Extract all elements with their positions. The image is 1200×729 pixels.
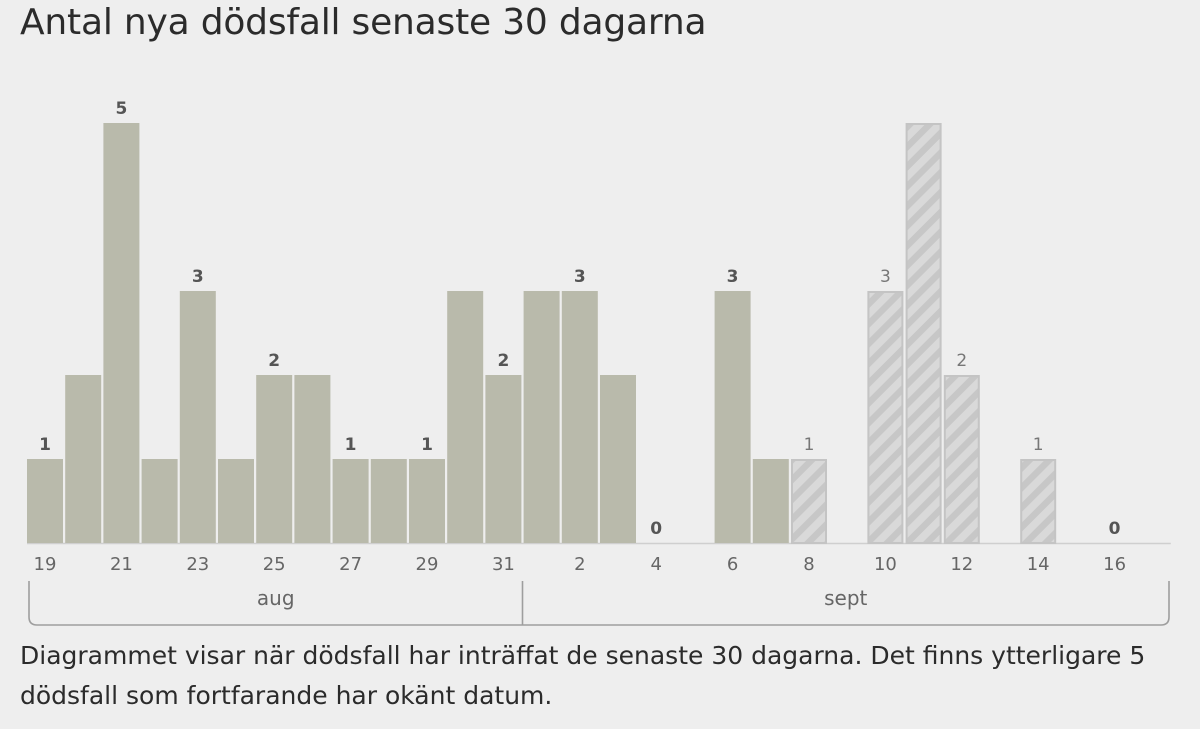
bar-value-label: 2	[956, 351, 967, 371]
x-tick-label: 10	[874, 554, 897, 575]
bar	[523, 291, 560, 543]
x-tick-label: 8	[803, 554, 814, 575]
x-tick-label: 25	[263, 554, 286, 575]
chart-caption: Diagrammet visar när dödsfall har inträf…	[20, 641, 1146, 710]
bar-value-label: 1	[421, 435, 433, 455]
chart-title: Antal nya dödsfall senaste 30 dagarna	[20, 2, 707, 43]
month-label: aug	[257, 586, 295, 610]
bar	[65, 375, 102, 543]
bar	[485, 375, 522, 543]
bar	[179, 291, 216, 543]
bar	[600, 375, 636, 543]
bar-value-label: 2	[497, 351, 509, 371]
bar	[103, 123, 140, 543]
bar-value-label: 1	[1033, 435, 1044, 455]
bar-value-label: 1	[345, 435, 357, 455]
bar-value-label: 3	[880, 267, 891, 287]
x-tick-label: 23	[186, 554, 209, 575]
x-tick-label: 19	[34, 554, 57, 575]
x-tick-label: 16	[1103, 554, 1126, 575]
x-tick-label: 2	[574, 554, 585, 575]
bar	[27, 459, 63, 543]
bar-value-label: 1	[804, 435, 815, 455]
bars-group	[27, 123, 1171, 545]
x-tick-label: 6	[727, 554, 738, 575]
bar	[409, 459, 445, 543]
bar-value-label: 3	[574, 267, 586, 287]
bar	[714, 291, 751, 543]
bar	[561, 291, 598, 543]
bar	[447, 291, 484, 543]
x-tick-label: 12	[950, 554, 973, 575]
x-tick-label: 14	[1027, 554, 1050, 575]
month-brackets-group: aug sept	[28, 581, 1170, 626]
bar	[752, 459, 789, 543]
x-tick-label: 21	[110, 554, 133, 575]
x-tick-label: 31	[492, 554, 515, 575]
x-ticks-group: 19 21 23 25 27 29 31 2 4 6 8 10 12 14 16	[34, 554, 1127, 575]
bar	[370, 459, 407, 543]
bar-hatched	[905, 123, 942, 544]
bar-value-label: 3	[727, 267, 739, 287]
bar	[332, 459, 369, 543]
x-tick-label: 27	[339, 554, 362, 575]
bar-value-label: 0	[1109, 519, 1121, 539]
bar-hatched	[791, 459, 827, 544]
bar	[294, 375, 331, 543]
bar-value-label: 5	[115, 99, 127, 119]
bar	[141, 459, 178, 543]
month-bracket	[28, 581, 1170, 626]
bar-hatched	[867, 291, 904, 544]
x-tick-label: 29	[416, 554, 439, 575]
bar-hatched	[1020, 459, 1057, 544]
bar-value-label: 3	[192, 267, 204, 287]
bar-value-label: 1	[39, 435, 51, 455]
month-label: sept	[824, 586, 867, 610]
bar-value-label: 2	[268, 351, 280, 371]
bar-hatched	[943, 375, 980, 544]
bar	[256, 375, 293, 543]
bar	[218, 459, 254, 543]
x-tick-label: 4	[650, 554, 661, 575]
bar-value-label: 0	[650, 519, 662, 539]
value-labels-group: 1 5 3 2 1 1 2 3 0 3 1 3 2 1 0	[39, 99, 1121, 539]
